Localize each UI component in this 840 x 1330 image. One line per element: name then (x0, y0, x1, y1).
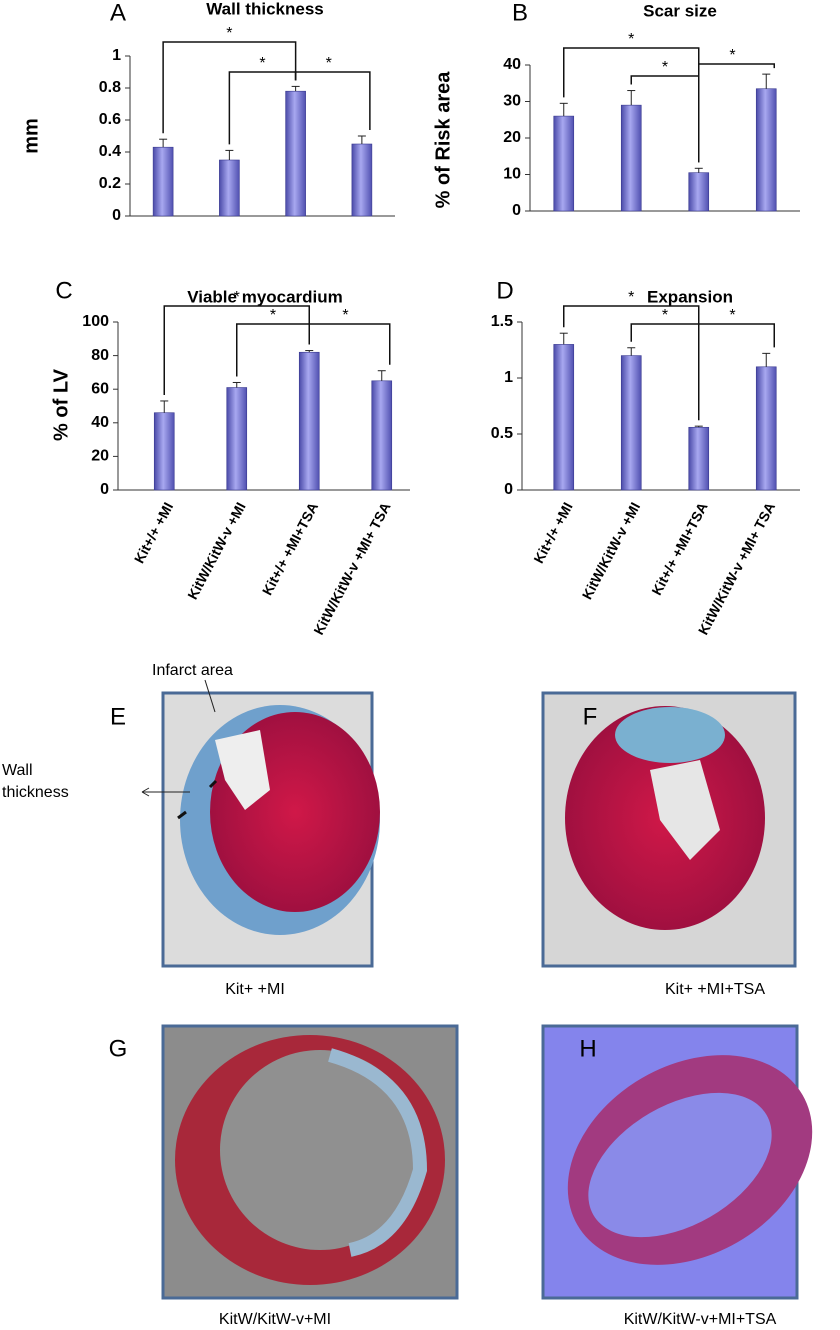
bar (152, 146, 174, 217)
significance-label: * (342, 307, 348, 324)
significance-label: * (729, 47, 735, 64)
image-panel (161, 691, 380, 968)
image-panel (541, 1024, 813, 1300)
y-tick-label: 20 (91, 448, 109, 465)
y-tick-label: 0 (112, 207, 121, 224)
significance-bracket (308, 323, 391, 365)
image-panel (161, 1024, 459, 1300)
panel-label: B (512, 0, 528, 26)
y-tick-label: 100 (82, 313, 109, 330)
bar (688, 172, 710, 212)
significance-label: * (662, 307, 668, 324)
y-tick-label: 0 (512, 202, 521, 219)
y-tick-label: 0.8 (99, 79, 121, 96)
bar (755, 88, 777, 212)
bar (219, 159, 240, 217)
significance-bracket (698, 63, 775, 163)
panel-label: H (579, 1035, 596, 1062)
y-tick-label: 1 (504, 369, 513, 386)
x-tick-label: Kit+/+ +MI+TSA (259, 500, 321, 598)
significance-bracket (162, 41, 297, 134)
bar (153, 412, 175, 491)
bar (226, 387, 248, 491)
y-tick-label: 80 (91, 347, 109, 364)
annotation: Wall thickness (2, 762, 69, 801)
arrow-head (141, 787, 150, 797)
significance-label: * (628, 31, 634, 48)
image-panel (541, 691, 797, 968)
bar (620, 104, 642, 212)
y-axis-label: % of Risk area (432, 71, 454, 209)
significance-label: * (234, 289, 240, 306)
significance-bracket (294, 71, 371, 130)
y-tick-label: 60 (91, 380, 109, 397)
x-tick-label: KitW/KitW-v +MI (579, 500, 644, 602)
significance-bracket (698, 323, 775, 421)
panel-label: D (496, 277, 513, 304)
significance-label: * (259, 55, 265, 72)
x-tick-label: KitW/KitW-v +MI (184, 500, 249, 602)
bar (620, 355, 642, 491)
panel-label: A (110, 0, 126, 26)
panel-label: G (109, 1035, 128, 1062)
bar (553, 344, 575, 491)
significance-label: * (628, 289, 634, 306)
bar (351, 143, 373, 217)
bar (755, 366, 777, 491)
y-tick-label: 40 (503, 56, 521, 73)
significance-label: * (662, 59, 668, 76)
y-tick-label: 0.2 (99, 175, 121, 192)
panel-label: F (583, 703, 598, 730)
y-tick-label: 1.5 (491, 313, 513, 330)
x-tick-label: KitW/KitW-v +MI+ TSA (310, 500, 393, 638)
bar (553, 115, 575, 212)
y-tick-label: 10 (503, 166, 521, 183)
image-caption: Kit+ +MI+TSA (665, 981, 765, 998)
y-tick-label: 0.6 (99, 111, 121, 128)
image-caption: KitW/KitW-v+MI+TSA (624, 1311, 777, 1328)
y-tick-label: 20 (503, 129, 521, 146)
y-axis-label: % of LV (50, 368, 72, 441)
chart-title: Viable myocardium (187, 287, 343, 306)
y-tick-label: 40 (91, 414, 109, 431)
y-tick-label: 0 (504, 481, 513, 498)
panel-label: E (110, 703, 126, 730)
significance-label: * (226, 25, 232, 42)
x-tick-label: Kit+/+ +MI+TSA (648, 500, 710, 598)
chart-title: Wall thickness (206, 0, 323, 18)
bar (688, 426, 710, 491)
x-tick-label: Kit+/+ +MI (131, 500, 176, 566)
y-axis-label: mm (20, 118, 42, 154)
y-tick-label: 0.4 (99, 143, 121, 160)
image-caption: Kit+ +MI (225, 981, 285, 998)
y-tick-label: 0.5 (491, 425, 513, 442)
bar (371, 380, 393, 491)
significance-label: * (270, 307, 276, 324)
annotation: Infarct area (152, 662, 233, 679)
arrow (204, 679, 216, 713)
bar (298, 351, 320, 491)
y-tick-label: 0 (100, 481, 109, 498)
y-tick-label: 1 (112, 47, 121, 64)
y-tick-label: 30 (503, 93, 521, 110)
significance-bracket (236, 323, 310, 377)
significance-label: * (326, 55, 332, 72)
x-tick-label: Kit+/+ +MI (530, 500, 575, 566)
chart-title: Scar size (643, 1, 717, 20)
significance-label: * (729, 307, 735, 324)
chart-title: Expansion (647, 287, 733, 306)
bar (285, 90, 306, 217)
x-tick-label: KitW/KitW-v +MI+ TSA (695, 500, 778, 638)
image-caption: KitW/KitW-v+MI (219, 1311, 331, 1328)
panel-label: C (55, 277, 72, 304)
